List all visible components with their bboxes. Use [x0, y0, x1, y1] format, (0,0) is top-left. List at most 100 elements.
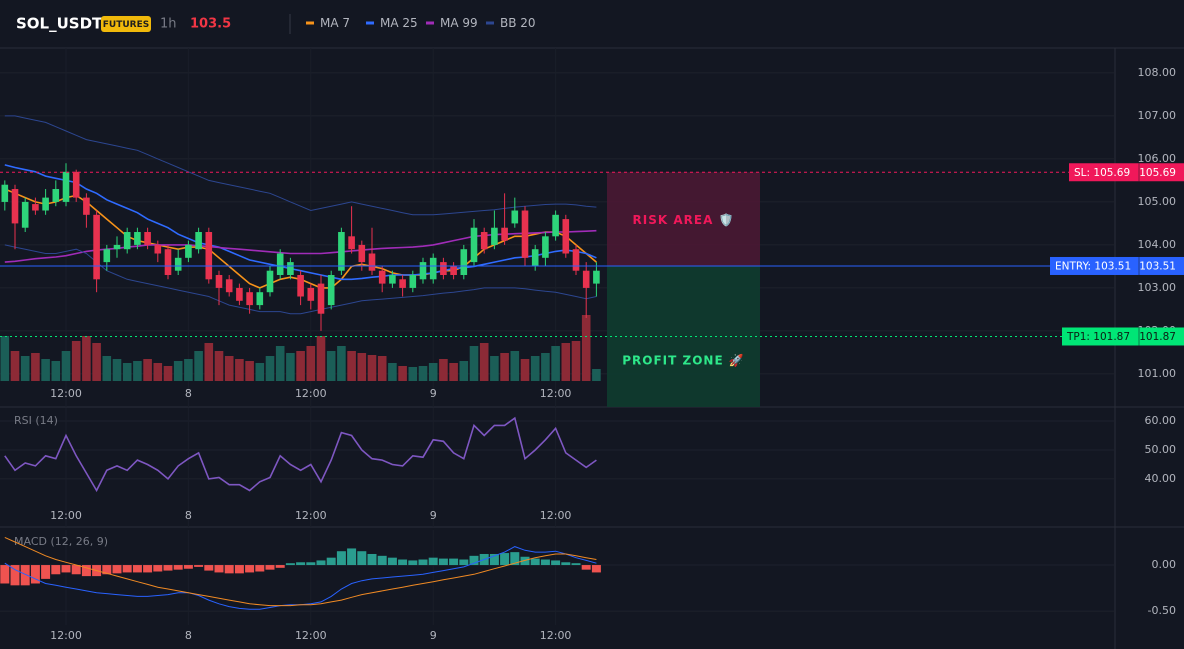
volume-bar: [520, 359, 530, 381]
pane-title: RSI (14): [14, 414, 58, 427]
volume-bar: [51, 361, 61, 381]
indicator-line: [4, 115, 597, 216]
histogram-bar: [132, 565, 142, 573]
volume-bar: [214, 351, 224, 381]
level-tag: [1069, 163, 1184, 182]
histogram-bar: [10, 565, 20, 586]
candle-body: [511, 210, 519, 224]
volume-bar: [286, 353, 295, 381]
candle-body: [327, 275, 335, 306]
badge: FUTURES: [103, 20, 149, 30]
histogram-bar: [367, 553, 377, 566]
candle-body: [1, 184, 9, 202]
candle-body: [83, 197, 90, 215]
candle-body: [11, 189, 19, 224]
volume-bar: [571, 341, 581, 381]
histogram-bar: [102, 565, 112, 575]
candle-body: [501, 227, 508, 241]
volume-bar: [133, 361, 142, 381]
x-tick-label: 12:00: [50, 629, 82, 642]
candle-body: [419, 262, 427, 280]
histogram-bar: [469, 555, 479, 566]
volume-bar: [31, 353, 40, 381]
volume-bar: [428, 363, 438, 381]
volume-bar: [357, 353, 367, 381]
histogram-bar: [316, 560, 326, 566]
volume-bar: [469, 346, 479, 381]
histogram-bar: [398, 559, 408, 566]
pane-title: MACD (12, 26, 9): [14, 535, 108, 548]
volume-bar: [204, 343, 214, 381]
volume-bar: [449, 363, 458, 381]
histogram-bar: [0, 565, 10, 584]
candle-body: [460, 249, 468, 276]
histogram-bar: [173, 565, 183, 570]
x-tick-label: 12:00: [295, 387, 327, 400]
histogram-bar: [265, 565, 275, 570]
candle-body: [205, 232, 213, 280]
volume-bar: [235, 359, 244, 381]
legend-label: BB 20: [500, 16, 536, 30]
profit-label: PROFIT ZONE 🚀: [622, 353, 745, 367]
volume-bar: [316, 336, 326, 381]
candle-body: [134, 232, 141, 245]
x-tick-label: 8: [185, 629, 192, 642]
rsi-line: [4, 416, 597, 493]
volume-bar: [112, 359, 122, 381]
candle-body: [338, 232, 345, 271]
candle-body: [256, 292, 264, 306]
candle-body: [378, 270, 386, 284]
histogram-bar: [489, 553, 499, 566]
volume-bar: [561, 343, 571, 381]
histogram-bar: [591, 565, 601, 573]
candle-body: [358, 244, 366, 263]
y-tick-label: 107.00: [1138, 109, 1177, 122]
candle-body: [389, 275, 396, 284]
histogram-bar: [500, 553, 510, 566]
candle-body: [215, 275, 223, 288]
histogram-bar: [551, 560, 561, 566]
volume-bar: [306, 346, 316, 381]
volume-bar: [337, 346, 346, 381]
candle-body: [572, 249, 580, 271]
volume-bar: [592, 369, 601, 381]
level-label: TP1: 101.87: [1066, 331, 1130, 343]
histogram-bar: [571, 563, 581, 566]
volume-bar: [367, 355, 377, 381]
candle-body: [429, 257, 437, 280]
level-price: 105.69: [1139, 167, 1176, 179]
level-label: SL: 105.69: [1074, 167, 1130, 179]
candle-body: [593, 270, 600, 284]
histogram-bar: [194, 565, 204, 567]
histogram-bar: [438, 558, 448, 566]
volume-bar: [71, 341, 81, 381]
candle-body: [276, 253, 284, 276]
volume-bar: [296, 351, 305, 381]
histogram-bar: [449, 558, 459, 566]
histogram-bar: [561, 562, 571, 566]
histogram-bar: [122, 565, 132, 573]
candle-body: [582, 270, 590, 288]
candle-body: [123, 232, 131, 250]
y-tick-label: 104.00: [1138, 238, 1177, 251]
volume-bar: [102, 356, 112, 381]
candle-body: [409, 275, 417, 288]
candle-body: [32, 204, 39, 211]
volume-bar: [479, 343, 489, 381]
histogram-bar: [377, 555, 387, 566]
price: 103.5: [190, 17, 231, 32]
volume-bar: [153, 363, 163, 381]
histogram-bar: [296, 562, 306, 566]
x-tick-label: 12:00: [295, 629, 327, 642]
y-tick-label: 0.00: [1152, 558, 1177, 571]
candle-body: [297, 275, 304, 297]
volume-bar: [388, 363, 397, 381]
histogram-bar: [459, 559, 469, 566]
volume-bar: [500, 353, 509, 381]
histogram-bar: [275, 565, 285, 568]
risk-label: RISK AREA 🛡️: [633, 213, 735, 227]
candle-body: [154, 244, 162, 254]
candle-body: [72, 171, 80, 198]
